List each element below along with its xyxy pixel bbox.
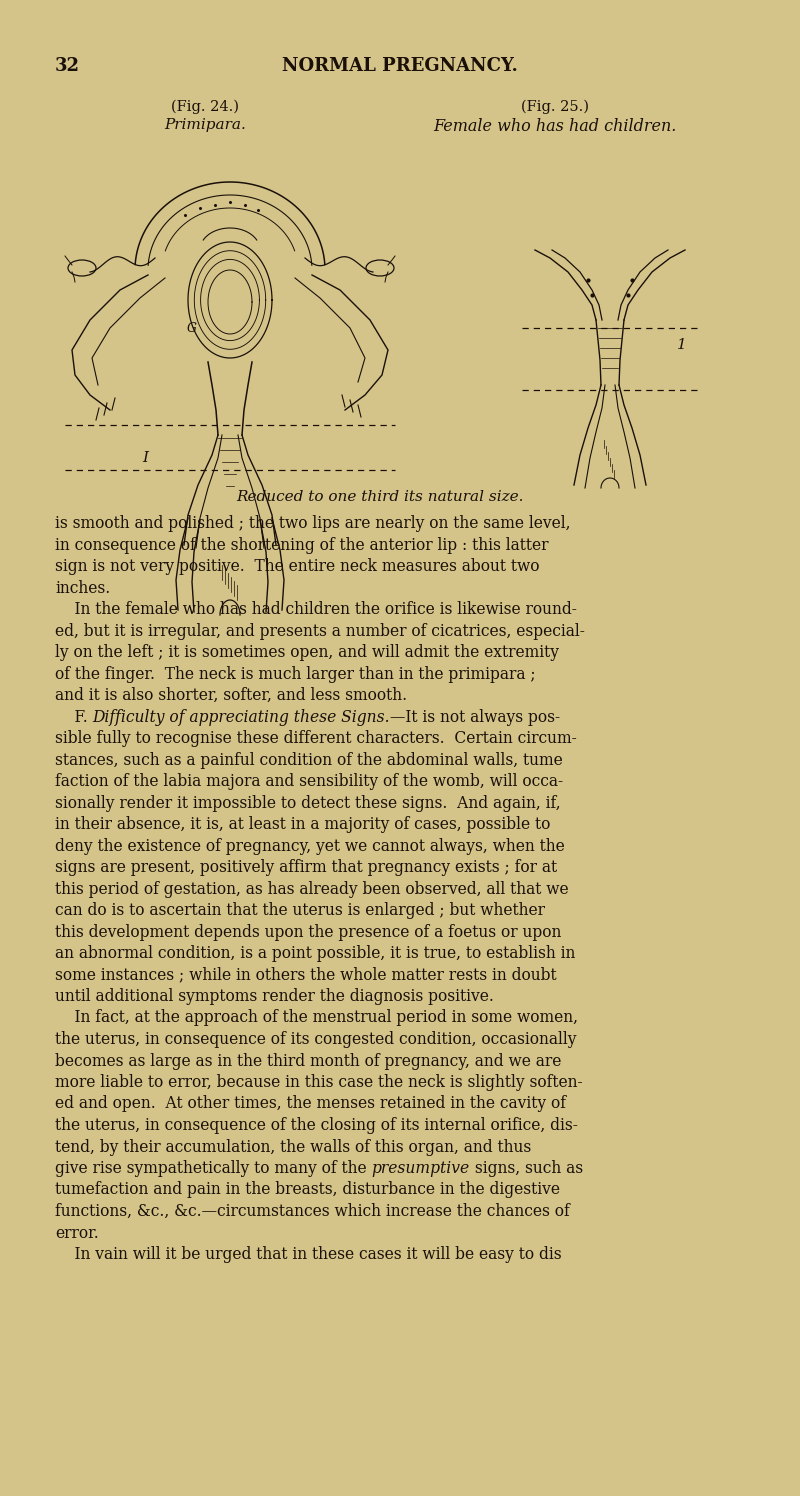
- Text: signs are present, positively affirm that pregnancy exists ; for at: signs are present, positively affirm tha…: [55, 859, 557, 877]
- Text: in their absence, it is, at least in a majority of cases, possible to: in their absence, it is, at least in a m…: [55, 815, 550, 833]
- Text: I: I: [142, 450, 148, 465]
- Text: of the finger.  The neck is much larger than in the primipara ;: of the finger. The neck is much larger t…: [55, 666, 536, 682]
- Text: stances, such as a painful condition of the abdominal walls, tume: stances, such as a painful condition of …: [55, 751, 562, 769]
- Text: In the female who has had children the orifice is likewise round-: In the female who has had children the o…: [55, 601, 577, 618]
- Text: becomes as large as in the third month of pregnancy, and we are: becomes as large as in the third month o…: [55, 1053, 562, 1070]
- Text: Female who has had children.: Female who has had children.: [434, 118, 677, 135]
- Text: G: G: [187, 322, 197, 335]
- Text: sionally render it impossible to detect these signs.  And again, if,: sionally render it impossible to detect …: [55, 794, 561, 811]
- Text: Difficulty of appreciating these Signs.: Difficulty of appreciating these Signs.: [93, 709, 390, 726]
- Text: an abnormal condition, is a point possible, it is true, to establish in: an abnormal condition, is a point possib…: [55, 945, 575, 962]
- Text: and it is also shorter, softer, and less smooth.: and it is also shorter, softer, and less…: [55, 687, 407, 705]
- Text: more liable to error, because in this case the neck is slightly soften-: more liable to error, because in this ca…: [55, 1074, 582, 1091]
- Text: faction of the labia majora and sensibility of the womb, will occa-: faction of the labia majora and sensibil…: [55, 773, 563, 790]
- Text: tumefaction and pain in the breasts, disturbance in the digestive: tumefaction and pain in the breasts, dis…: [55, 1182, 560, 1198]
- Text: In fact, at the approach of the menstrual period in some women,: In fact, at the approach of the menstrua…: [55, 1010, 578, 1026]
- Text: sible fully to recognise these different characters.  Certain circum-: sible fully to recognise these different…: [55, 730, 577, 747]
- Text: 32: 32: [55, 57, 80, 75]
- Text: presumptive: presumptive: [371, 1159, 470, 1177]
- Text: ed, but it is irregular, and presents a number of cicatrices, especial-: ed, but it is irregular, and presents a …: [55, 622, 585, 639]
- Text: this period of gestation, as has already been observed, all that we: this period of gestation, as has already…: [55, 881, 569, 898]
- Text: (Fig. 24.): (Fig. 24.): [171, 100, 239, 114]
- Text: ed and open.  At other times, the menses retained in the cavity of: ed and open. At other times, the menses …: [55, 1095, 566, 1113]
- Text: error.: error.: [55, 1225, 98, 1242]
- Text: 1: 1: [677, 338, 687, 352]
- Text: NORMAL PREGNANCY.: NORMAL PREGNANCY.: [282, 57, 518, 75]
- Text: can do is to ascertain that the uterus is enlarged ; but whether: can do is to ascertain that the uterus i…: [55, 902, 545, 919]
- Text: inches.: inches.: [55, 579, 110, 597]
- Text: —It is not always pos-: —It is not always pos-: [390, 709, 560, 726]
- Text: sign is not very positive.  The entire neck measures about two: sign is not very positive. The entire ne…: [55, 558, 539, 574]
- Text: Reduced to one third its natural size.: Reduced to one third its natural size.: [236, 491, 524, 504]
- Text: the uterus, in consequence of the closing of its internal orifice, dis-: the uterus, in consequence of the closin…: [55, 1118, 578, 1134]
- Text: In vain will it be urged that in these cases it will be easy to dis: In vain will it be urged that in these c…: [55, 1246, 562, 1263]
- Text: give rise sympathetically to many of the: give rise sympathetically to many of the: [55, 1159, 371, 1177]
- Text: F.: F.: [55, 709, 93, 726]
- Text: ly on the left ; it is sometimes open, and will admit the extremity: ly on the left ; it is sometimes open, a…: [55, 643, 559, 661]
- Text: (Fig. 25.): (Fig. 25.): [521, 100, 589, 114]
- Text: deny the existence of pregnancy, yet we cannot always, when the: deny the existence of pregnancy, yet we …: [55, 838, 565, 854]
- Text: until additional symptoms render the diagnosis positive.: until additional symptoms render the dia…: [55, 987, 494, 1005]
- Text: functions, &c., &c.—circumstances which increase the chances of: functions, &c., &c.—circumstances which …: [55, 1203, 570, 1221]
- Text: is smooth and polished ; the two lips are nearly on the same level,: is smooth and polished ; the two lips ar…: [55, 515, 570, 533]
- Text: this development depends upon the presence of a foetus or upon: this development depends upon the presen…: [55, 923, 562, 941]
- Text: in consequence of the shortening of the anterior lip : this latter: in consequence of the shortening of the …: [55, 537, 549, 554]
- Text: some instances ; while in others the whole matter rests in doubt: some instances ; while in others the who…: [55, 966, 557, 983]
- Text: signs, such as: signs, such as: [470, 1159, 582, 1177]
- Text: tend, by their accumulation, the walls of this organ, and thus: tend, by their accumulation, the walls o…: [55, 1138, 531, 1155]
- Text: the uterus, in consequence of its congested condition, occasionally: the uterus, in consequence of its conges…: [55, 1031, 577, 1049]
- Text: Primipara.: Primipara.: [164, 118, 246, 132]
